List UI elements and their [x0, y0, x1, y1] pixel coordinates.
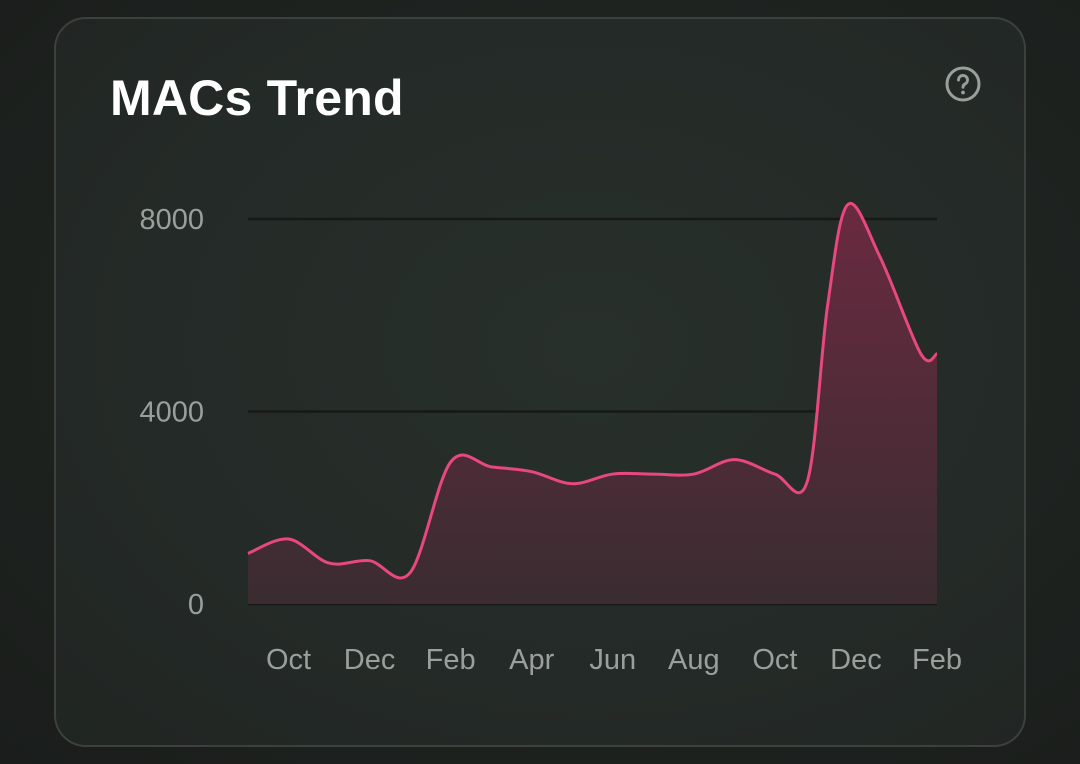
line-layer: [247, 201, 938, 580]
x-axis: Oct Dec Feb Apr Jun Aug Oct Dec Feb: [266, 644, 962, 676]
x-tick-label: Aug: [668, 644, 720, 676]
y-tick-label: 4000: [139, 397, 204, 429]
x-tick-label: Dec: [830, 644, 882, 676]
series-area: [248, 203, 937, 604]
question-circle-icon[interactable]: [944, 65, 982, 103]
x-tick-label: Feb: [426, 644, 476, 676]
x-tick-label: Oct: [266, 644, 311, 676]
y-axis: 0 4000 8000: [139, 204, 204, 621]
card-title: MACs Trend: [110, 70, 404, 126]
area-layer: [248, 203, 937, 604]
x-tick-label: Oct: [752, 644, 797, 676]
series-line: [247, 201, 938, 580]
macs-trend-card: MACs Trend 0 4000 8000 Oct Dec Feb Apr Jun Aug O…: [54, 17, 1026, 747]
y-tick-label: 8000: [139, 204, 204, 236]
x-tick-label: Feb: [912, 644, 962, 676]
x-tick-label: Dec: [344, 644, 396, 676]
x-tick-label: Jun: [589, 644, 636, 676]
x-tick-label: Apr: [509, 644, 554, 676]
y-tick-label: 0: [188, 589, 204, 621]
macs-trend-chart: 0 4000 8000 Oct Dec Feb Apr Jun Aug Oct Dec Feb: [139, 201, 962, 676]
